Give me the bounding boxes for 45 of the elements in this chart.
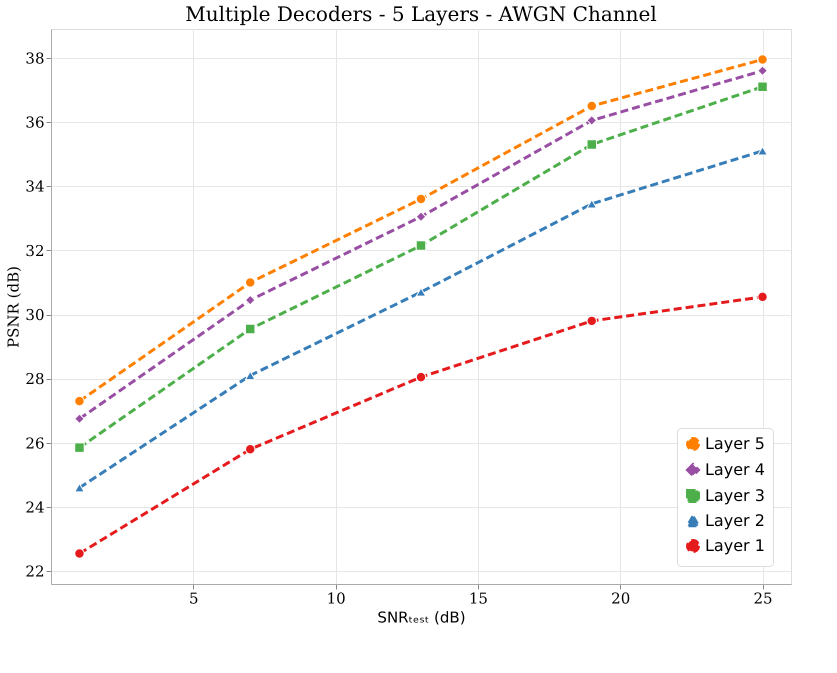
- x-tick-label: 25: [753, 590, 773, 608]
- chart-title: Multiple Decoders - 5 Layers - AWGN Channel: [185, 2, 657, 26]
- point: [416, 194, 426, 204]
- x-axis-title: SNRₜₑₛₜ (dB): [377, 608, 466, 626]
- legend-label: Layer 4: [705, 460, 765, 479]
- legend-label: Layer 3: [705, 486, 765, 505]
- point: [757, 146, 768, 156]
- point: [74, 483, 85, 492]
- point: [416, 240, 426, 251]
- y-tick-label: 34: [25, 178, 44, 196]
- point: [757, 292, 768, 302]
- y-tick-label: 38: [25, 49, 44, 68]
- x-tick-label: 15: [468, 590, 488, 608]
- point: [586, 115, 598, 126]
- x-tick-label: 5: [189, 590, 199, 608]
- legend-label: Layer 2: [705, 511, 765, 530]
- point: [74, 414, 85, 424]
- y-axis-title: PSNR (dB): [4, 266, 22, 348]
- point: [757, 82, 768, 92]
- point: [244, 294, 256, 306]
- point: [586, 139, 598, 150]
- x-tick-label: 20: [611, 590, 630, 608]
- point: [244, 444, 256, 454]
- y-tick-label: 36: [25, 114, 44, 132]
- point: [586, 199, 598, 208]
- point: [244, 324, 256, 334]
- legend-label: Layer 5: [705, 434, 765, 453]
- point: [416, 211, 426, 222]
- point: [74, 548, 85, 559]
- point: [74, 442, 85, 453]
- point: [586, 316, 598, 326]
- y-tick-label: 32: [25, 242, 44, 260]
- point: [74, 396, 85, 406]
- point: [586, 100, 598, 112]
- y-tick-label: 22: [25, 562, 44, 581]
- legend-label: Layer 1: [705, 536, 765, 555]
- point: [757, 65, 768, 76]
- y-tick-label: 24: [25, 498, 44, 517]
- y-tick-label: 26: [25, 434, 44, 452]
- y-tick-label: 30: [25, 306, 44, 324]
- x-tick-label: 10: [326, 590, 346, 608]
- y-tick-label: 28: [25, 370, 44, 388]
- point: [757, 54, 768, 65]
- point: [416, 372, 426, 382]
- point: [244, 277, 256, 288]
